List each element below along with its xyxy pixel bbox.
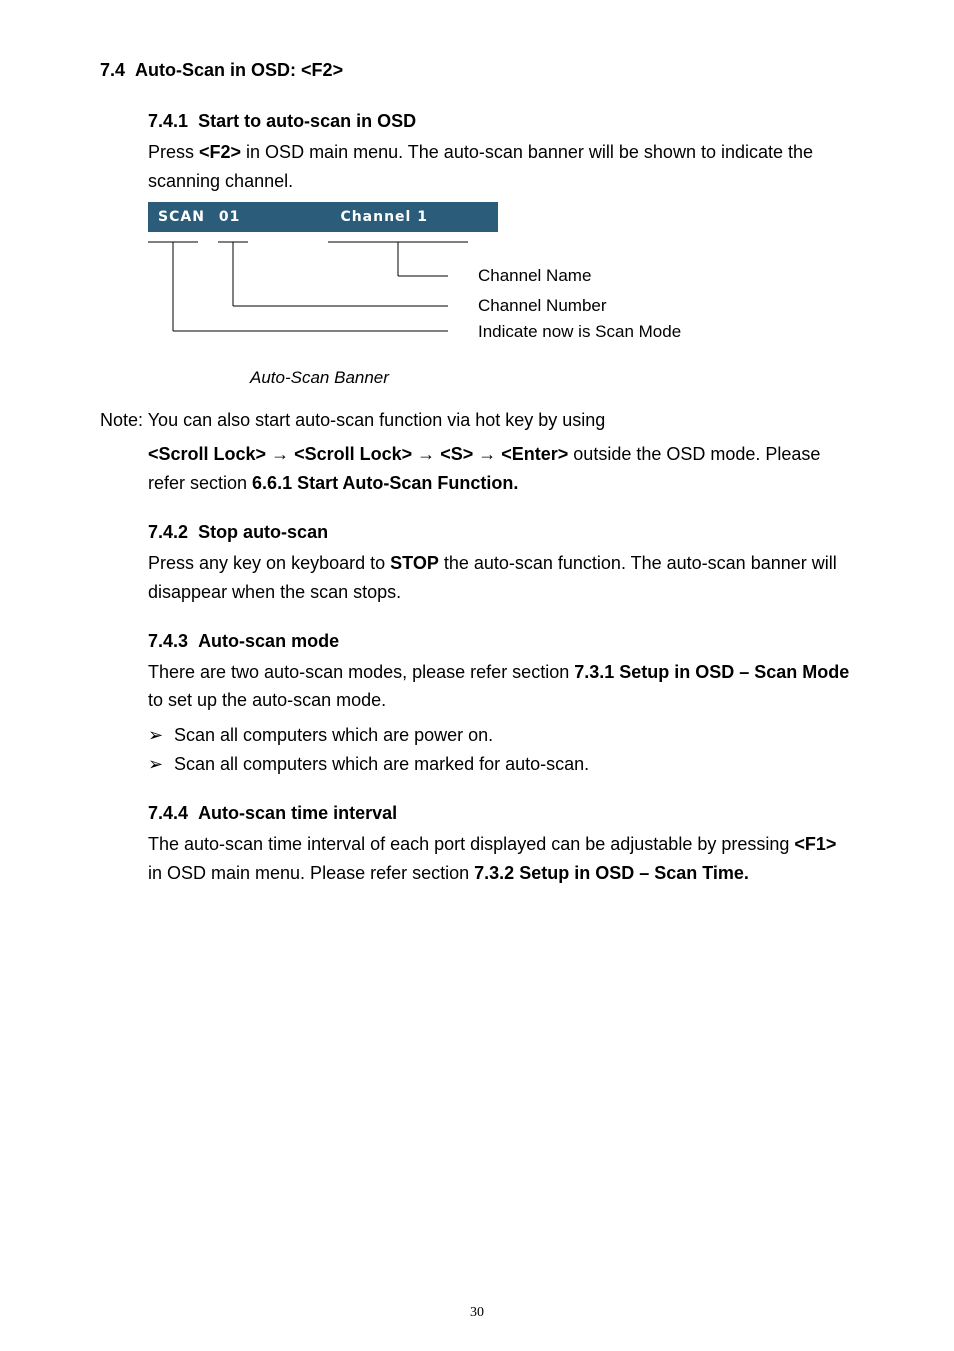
- diagram-lines: [148, 236, 768, 366]
- sub-num: 7.4.1: [148, 111, 188, 131]
- text: in OSD main menu. The auto-scan banner w…: [148, 142, 813, 191]
- diagram-label-scan-mode: Indicate now is Scan Mode: [478, 322, 681, 342]
- sub-num: 7.4.2: [148, 522, 188, 542]
- bullet-icon: ➢: [148, 750, 174, 779]
- paragraph: There are two auto-scan modes, please re…: [148, 658, 854, 716]
- section-num: 7.4: [100, 60, 125, 80]
- text: There are two auto-scan modes, please re…: [148, 662, 574, 682]
- text: Press any key on keyboard to: [148, 553, 390, 573]
- auto-scan-banner: SCAN 01 Channel 1: [148, 202, 498, 232]
- key-name: <Scroll Lock>: [294, 444, 412, 464]
- section-heading: 7.4 Auto-Scan in OSD: <F2>: [100, 60, 854, 81]
- key-name: <F1>: [794, 834, 836, 854]
- key-name: <Enter>: [501, 444, 568, 464]
- diagram-label-channel-number: Channel Number: [478, 296, 607, 316]
- paragraph: The auto-scan time interval of each port…: [148, 830, 854, 888]
- sub-num: 7.4.3: [148, 631, 188, 651]
- key-name: <F2>: [199, 142, 241, 162]
- banner-diagram: Channel Name Channel Number Indicate now…: [148, 236, 854, 366]
- sub-heading: 7.4.1 Start to auto-scan in OSD: [148, 111, 854, 132]
- emphasis: STOP: [390, 553, 439, 573]
- diagram-caption: Auto-Scan Banner: [250, 368, 854, 388]
- key-name: <S>: [440, 444, 473, 464]
- arrow-icon: →: [417, 444, 435, 464]
- section-ref: 7.3.2 Setup in OSD – Scan Time.: [474, 863, 749, 883]
- key-name: <Scroll Lock>: [148, 444, 266, 464]
- paragraph: Press any key on keyboard to STOP the au…: [148, 549, 854, 607]
- text: Press: [148, 142, 199, 162]
- text: The auto-scan time interval of each port…: [148, 834, 794, 854]
- note-sequence: <Scroll Lock> → <Scroll Lock> → <S> → <E…: [148, 440, 854, 498]
- sub-num: 7.4.4: [148, 803, 188, 823]
- diagram-label-channel-name: Channel Name: [478, 266, 591, 286]
- sub-heading: 7.4.3 Auto-scan mode: [148, 631, 854, 652]
- bullet-text: Scan all computers which are power on.: [174, 721, 493, 750]
- note-line-1: Note: You can also start auto-scan funct…: [100, 406, 854, 435]
- banner-scan-number: 01: [219, 209, 240, 225]
- section-ref: 6.6.1 Start Auto-Scan Function.: [252, 473, 518, 493]
- section-title: Auto-Scan in OSD: <F2>: [135, 60, 343, 80]
- page: 7.4 Auto-Scan in OSD: <F2> 7.4.1 Start t…: [0, 0, 954, 1351]
- sub-title: Auto-scan mode: [198, 631, 339, 651]
- bullet-icon: ➢: [148, 721, 174, 750]
- bullet-item: ➢ Scan all computers which are power on.: [148, 721, 854, 750]
- section-ref: 7.3.1 Setup in OSD – Scan Mode: [574, 662, 849, 682]
- arrow-icon: →: [478, 444, 496, 464]
- text: to set up the auto-scan mode.: [148, 690, 386, 710]
- paragraph: Press <F2> in OSD main menu. The auto-sc…: [148, 138, 854, 196]
- bullet-item: ➢ Scan all computers which are marked fo…: [148, 750, 854, 779]
- text: in OSD main menu. Please refer section: [148, 863, 474, 883]
- banner-channel-label: Channel 1: [240, 209, 488, 225]
- sub-heading: 7.4.2 Stop auto-scan: [148, 522, 854, 543]
- arrow-icon: →: [271, 444, 289, 464]
- sub-title: Auto-scan time interval: [198, 803, 397, 823]
- bullet-text: Scan all computers which are marked for …: [174, 750, 589, 779]
- banner-scan-label: SCAN: [158, 209, 205, 225]
- page-number: 30: [0, 1305, 954, 1321]
- sub-title: Stop auto-scan: [198, 522, 328, 542]
- sub-title: Start to auto-scan in OSD: [198, 111, 416, 131]
- sub-heading: 7.4.4 Auto-scan time interval: [148, 803, 854, 824]
